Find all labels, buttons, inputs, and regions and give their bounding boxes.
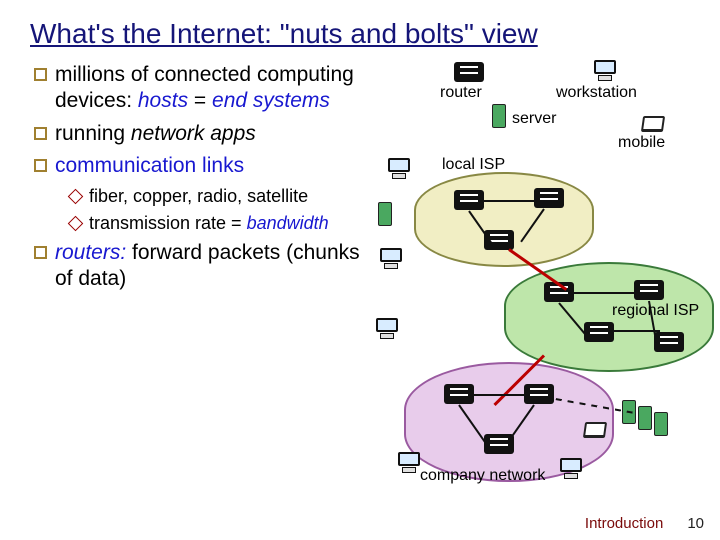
footer-section: Introduction: [585, 515, 663, 532]
workstation-icon: [594, 60, 616, 82]
workstation-icon: [376, 318, 398, 340]
square-bullet-icon: [34, 246, 47, 259]
label-mobile: mobile: [618, 134, 665, 152]
cloud-company: [404, 362, 614, 482]
bullet-hosts: millions of connected computing devices:…: [34, 62, 380, 115]
kw-hosts: hosts: [138, 89, 188, 112]
square-bullet-icon: [34, 127, 47, 140]
label-server: server: [512, 110, 556, 128]
text: transmission rate =: [89, 213, 247, 233]
workstation-icon: [388, 158, 410, 180]
label-company-network: company network: [420, 468, 545, 485]
kw-end-systems: end systems: [212, 89, 330, 112]
diamond-bullet-icon: [68, 215, 84, 231]
router-icon: [534, 188, 564, 208]
server-icon: [654, 412, 668, 436]
subbullet-media: fiber, copper, radio, satellite: [70, 185, 380, 208]
bullet-routers: routers: forward packets (chunks of data…: [34, 240, 380, 293]
router-icon: [654, 332, 684, 352]
server-icon: [638, 406, 652, 430]
label-local-isp: local ISP: [442, 156, 505, 174]
kw-bandwidth: bandwidth: [247, 213, 329, 233]
kw-routers: routers:: [55, 241, 126, 264]
router-icon: [524, 384, 554, 404]
router-icon: [454, 62, 484, 82]
link-icon: [474, 394, 526, 396]
workstation-icon: [560, 458, 582, 480]
workstation-icon: [380, 248, 402, 270]
square-bullet-icon: [34, 159, 47, 172]
bullet-links: communication links: [34, 153, 380, 179]
subbullet-bandwidth: transmission rate = bandwidth: [70, 212, 380, 235]
link-icon: [574, 292, 634, 294]
label-workstation: workstation: [556, 84, 637, 102]
diagram: router workstation server mobile: [384, 62, 690, 482]
server-icon: [378, 202, 392, 226]
diamond-bullet-icon: [68, 189, 84, 205]
footer-page-number: 10: [687, 515, 704, 532]
label-router: router: [440, 84, 482, 102]
router-icon: [444, 384, 474, 404]
workstation-icon: [398, 452, 420, 474]
router-icon: [634, 280, 664, 300]
bullet-apps: running network apps: [34, 121, 380, 147]
page-title: What's the Internet: "nuts and bolts" vi…: [30, 18, 690, 50]
kw-apps: network apps: [131, 122, 256, 145]
mobile-icon: [641, 116, 665, 132]
router-icon: [454, 190, 484, 210]
cloud-local-isp: [414, 172, 594, 267]
text: fiber, copper, radio, satellite: [89, 185, 308, 208]
footer: Introduction 10: [585, 515, 704, 532]
text: running: [55, 122, 131, 145]
server-icon: [492, 104, 506, 128]
mobile-icon: [583, 422, 607, 438]
left-column: millions of connected computing devices:…: [30, 62, 380, 482]
text: =: [188, 89, 212, 112]
square-bullet-icon: [34, 68, 47, 81]
link-icon: [484, 200, 536, 202]
kw-links: communication links: [55, 153, 244, 179]
label-regional-isp: regional ISP: [612, 302, 699, 320]
